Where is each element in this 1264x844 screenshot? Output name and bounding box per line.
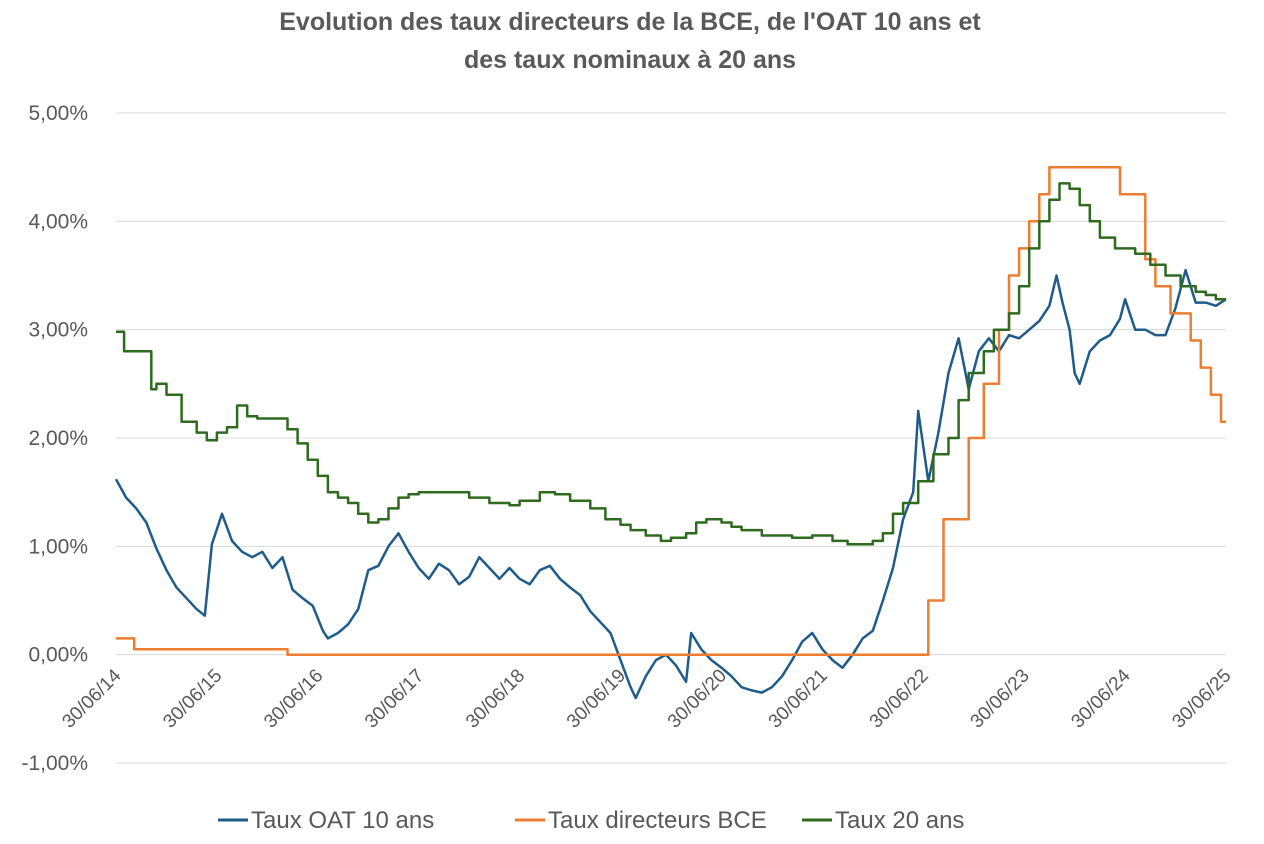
legend-label-1: Taux directeurs BCE [548,807,767,834]
chart-title: Evolution des taux directeurs de la BCE,… [279,8,981,74]
x-tick-label: 30/06/22 [866,665,933,732]
gridlines [116,112,1226,764]
y-axis-tick-labels: 5,00% 4,00% 3,00% 2,00% 1,00% 0,00% -1,00% [21,102,88,775]
legend: Taux OAT 10 ans Taux directeurs BCE Taux 2… [218,807,964,834]
x-tick-label: 30/06/15 [159,665,226,732]
x-tick-label: 30/06/21 [765,665,832,732]
y-tick-label: 4,00% [28,210,88,233]
series-line-1 [116,165,1226,656]
y-tick-label: 2,00% [28,427,88,450]
x-tick-label: 30/06/20 [664,665,731,732]
x-tick-label: 30/06/16 [260,665,327,732]
x-tick-label: 30/06/23 [967,665,1034,732]
y-tick-label: 3,00% [28,319,88,342]
chart-title-line-2: des taux nominaux à 20 ans [464,46,796,74]
y-tick-label: 1,00% [28,535,88,558]
x-tick-label: 30/06/18 [462,665,529,732]
x-tick-label: 30/06/25 [1168,665,1235,732]
x-tick-label: 30/06/19 [563,665,630,732]
series-line-0 [114,268,1227,700]
series-lines [114,165,1227,700]
legend-label-2: Taux 20 ans [835,807,964,834]
legend-label-0: Taux OAT 10 ans [251,807,434,834]
y-tick-label: 0,00% [28,644,88,667]
chart-title-line-1: Evolution des taux directeurs de la BCE,… [279,8,981,36]
x-tick-label: 30/06/14 [58,665,125,732]
series-line-2 [116,182,1226,546]
x-tick-label: 30/06/24 [1067,665,1134,732]
x-tick-label: 30/06/17 [361,665,428,732]
y-tick-label: 5,00% [28,102,88,125]
y-tick-label: -1,00% [21,752,88,775]
